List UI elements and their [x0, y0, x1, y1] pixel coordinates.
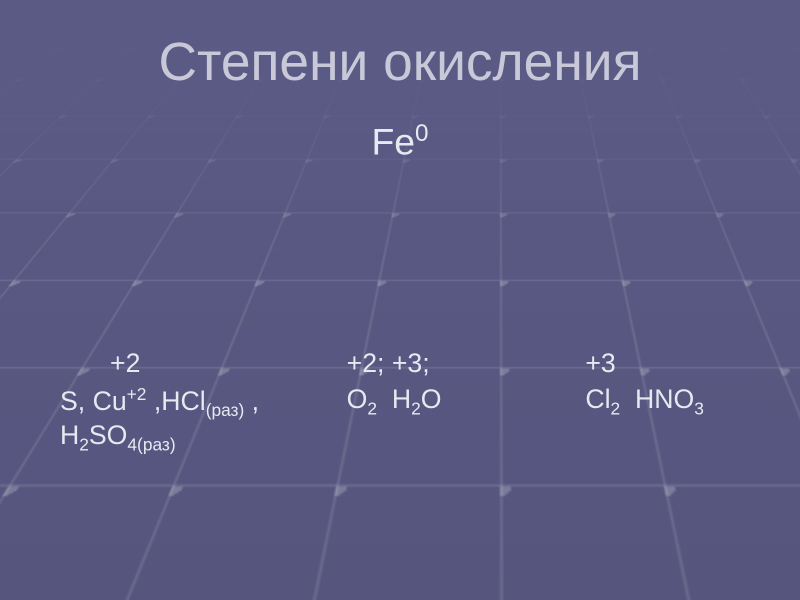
- col2-reagents: O2 H2O: [287, 384, 514, 421]
- col1-oxidation: +2: [60, 348, 287, 379]
- col1-reagents-2: H2SO4(раз): [60, 420, 287, 455]
- col1-reagents-1: S, Cu+2 ,HCl(раз) ,: [60, 384, 287, 421]
- col2-oxidation: +2; +3;: [287, 348, 514, 379]
- reagents-row-1: S, Cu+2 ,HCl(раз) , O2 H2O Cl2 HNO3: [60, 384, 740, 421]
- element-fe: Fe: [371, 120, 415, 162]
- element-symbol: Fe0: [0, 120, 800, 163]
- oxidation-row: +2 +2; +3; +3: [60, 348, 740, 379]
- reagents-row-2: H2SO4(раз): [60, 420, 740, 455]
- col3-reagents: Cl2 HNO3: [513, 384, 740, 421]
- col2-empty: [287, 420, 514, 455]
- element-super: 0: [415, 120, 429, 147]
- col3-oxidation: +3: [513, 348, 740, 379]
- col3-empty: [513, 420, 740, 455]
- slide-root: Степени окисления Fe0 +2 +2; +3; +3 S, C…: [0, 0, 800, 600]
- slide-title: Степени окисления: [0, 32, 800, 93]
